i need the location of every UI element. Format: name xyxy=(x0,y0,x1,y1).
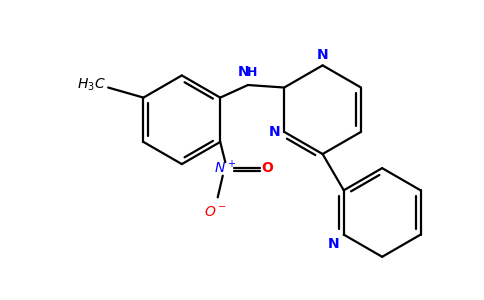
Text: N: N xyxy=(317,48,329,62)
Text: O: O xyxy=(261,161,273,175)
Text: N: N xyxy=(328,237,340,251)
Text: N: N xyxy=(238,65,250,79)
Text: $O^-$: $O^-$ xyxy=(204,205,227,219)
Text: N: N xyxy=(269,125,280,139)
Text: $H_3C$: $H_3C$ xyxy=(77,77,106,93)
Text: H: H xyxy=(247,66,257,79)
Text: $N^+$: $N^+$ xyxy=(214,160,236,177)
